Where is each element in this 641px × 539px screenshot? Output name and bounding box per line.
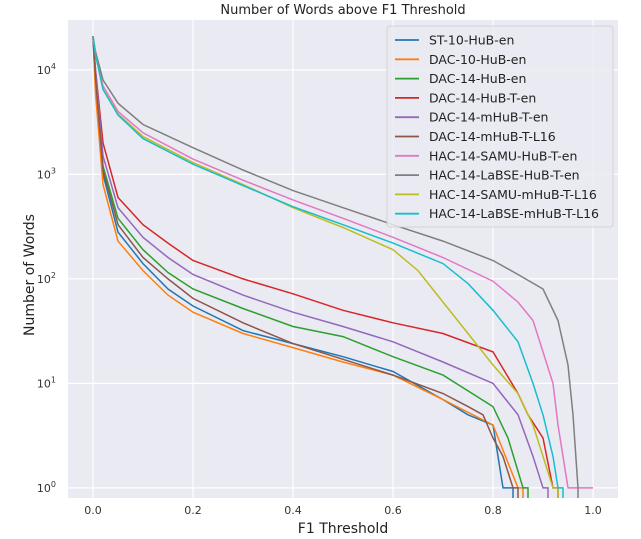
series-line-dac-14-mhub-t-en	[92, 36, 549, 498]
x-tick-label: 0.2	[184, 504, 202, 517]
x-axis-label: F1 Threshold	[298, 521, 388, 537]
legend-label: HAC-14-SAMU-HuB-T-en	[429, 148, 577, 163]
legend-label: HAC-14-SAMU-mHuB-T-L16	[429, 187, 597, 202]
y-tick-label: 103	[37, 166, 56, 181]
legend: ST-10-HuB-en DAC-10-HuB-en DAC-14-HuB-en DA…	[386, 25, 614, 228]
series-line-dac-14-mhub-t-l16	[92, 36, 519, 498]
series-line-hac-14-samu-hub-t-en	[92, 36, 593, 489]
x-tick-label: 0.4	[284, 504, 302, 517]
legend-label: DAC-10-HuB-en	[429, 52, 526, 67]
x-tick-label: 1.0	[584, 504, 602, 517]
legend-label: HAC-14-LaBSE-mHuB-T-L16	[429, 206, 599, 221]
y-tick-label: 102	[37, 271, 56, 286]
legend-label: HAC-14-LaBSE-HuB-T-en	[429, 168, 580, 183]
series-line-dac-14-hub-t-en	[92, 36, 559, 498]
legend-label: DAC-14-mHuB-T-L16	[429, 129, 556, 144]
y-tick-label: 104	[37, 62, 56, 77]
series-line-hac-14-samu-mhub-t-l16	[92, 36, 559, 498]
x-tick-label: 0.8	[484, 504, 502, 517]
y-axis-label: Number of Words	[22, 214, 38, 336]
chart-title: Number of Words above F1 Threshold	[220, 3, 465, 18]
series-line-dac-10-hub-en	[92, 36, 524, 498]
x-tick-label: 0.0	[84, 504, 102, 517]
legend-label: ST-10-HuB-en	[429, 33, 514, 48]
series-line-dac-14-hub-en	[92, 36, 529, 498]
y-axis-ticks: 100 101 102 103 104	[37, 62, 56, 495]
y-tick-label: 101	[37, 375, 56, 390]
legend-label: DAC-14-HuB-T-en	[429, 90, 536, 105]
series-line-hac-14-labse-mhub-t-l16	[92, 36, 564, 498]
y-tick-label: 100	[37, 480, 56, 495]
x-axis-ticks: 0.0 0.2 0.4 0.6 0.8 1.0	[84, 504, 602, 517]
x-tick-label: 0.6	[384, 504, 402, 517]
legend-label: DAC-14-HuB-en	[429, 71, 526, 86]
legend-label: DAC-14-mHuB-T-en	[429, 110, 548, 125]
legend-box	[386, 25, 614, 228]
